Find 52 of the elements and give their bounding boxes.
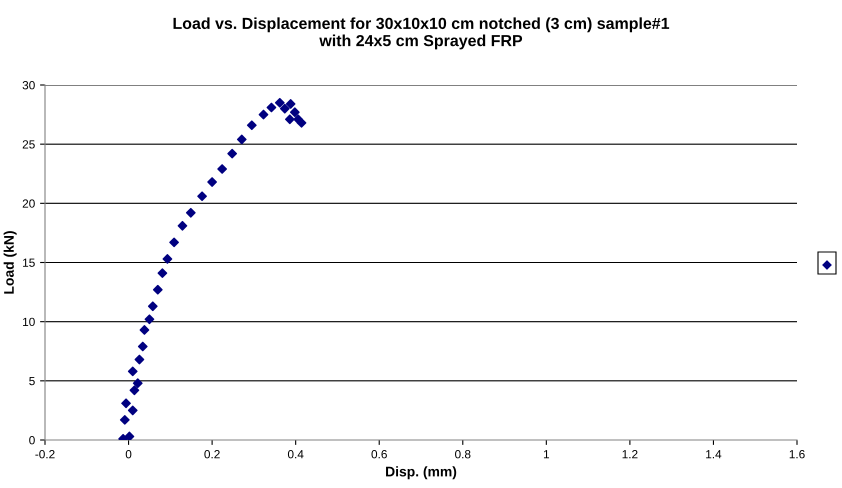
chart-title: Load vs. Displacement for 30x10x10 cm notched (3 cm) sample#1 with 24x5 cm Sprayed FRP	[174, 17, 670, 50]
x-tick-label: 1.2	[622, 450, 638, 458]
x-tick-label: 0.4	[288, 450, 304, 458]
point	[132, 378, 143, 388]
point	[138, 342, 148, 352]
point	[258, 110, 268, 120]
y-tick-label: 10	[23, 318, 35, 326]
point	[227, 148, 238, 158]
point	[144, 314, 154, 324]
point	[286, 99, 296, 109]
x-tick-label: 1.6	[790, 450, 805, 458]
y-tick-label: 20	[22, 199, 35, 208]
x-tick-label: 0.2	[204, 450, 220, 458]
x-tick-label: 0.8	[455, 450, 470, 458]
point	[207, 177, 217, 187]
x-axis-title: Disp. (mm)	[386, 466, 456, 480]
y-tick-label: 25	[22, 140, 35, 149]
point	[178, 220, 188, 231]
point	[169, 238, 179, 248]
point	[266, 102, 276, 112]
point	[217, 164, 227, 174]
point	[296, 118, 306, 128]
x-tick-label: 0.6	[371, 450, 387, 458]
point	[197, 191, 207, 202]
point	[158, 268, 168, 278]
point	[236, 134, 247, 144]
y-tick-label: 15	[23, 258, 35, 267]
x-tick-label: 0	[126, 450, 132, 458]
y-axis-title: Load (kN)	[4, 231, 17, 294]
x-tick-label: 1	[544, 450, 550, 458]
point	[162, 254, 172, 264]
point	[152, 284, 163, 295]
y-tick-label: 0	[29, 436, 35, 444]
point	[140, 325, 150, 335]
x-tick-label: 1.4	[706, 450, 722, 458]
point	[128, 406, 138, 416]
point	[280, 104, 290, 114]
point	[274, 98, 285, 108]
y-tick-label: 30	[22, 81, 35, 90]
point	[148, 301, 158, 312]
point	[130, 385, 140, 396]
point	[128, 366, 138, 376]
y-tick-label: 5	[29, 376, 35, 386]
point	[124, 432, 134, 440]
point	[290, 107, 300, 118]
point	[246, 120, 257, 130]
point	[120, 415, 130, 425]
x-tick-label: -0.2	[35, 450, 55, 458]
point	[284, 114, 295, 124]
point	[121, 398, 131, 408]
point	[134, 354, 144, 364]
point	[186, 208, 196, 218]
